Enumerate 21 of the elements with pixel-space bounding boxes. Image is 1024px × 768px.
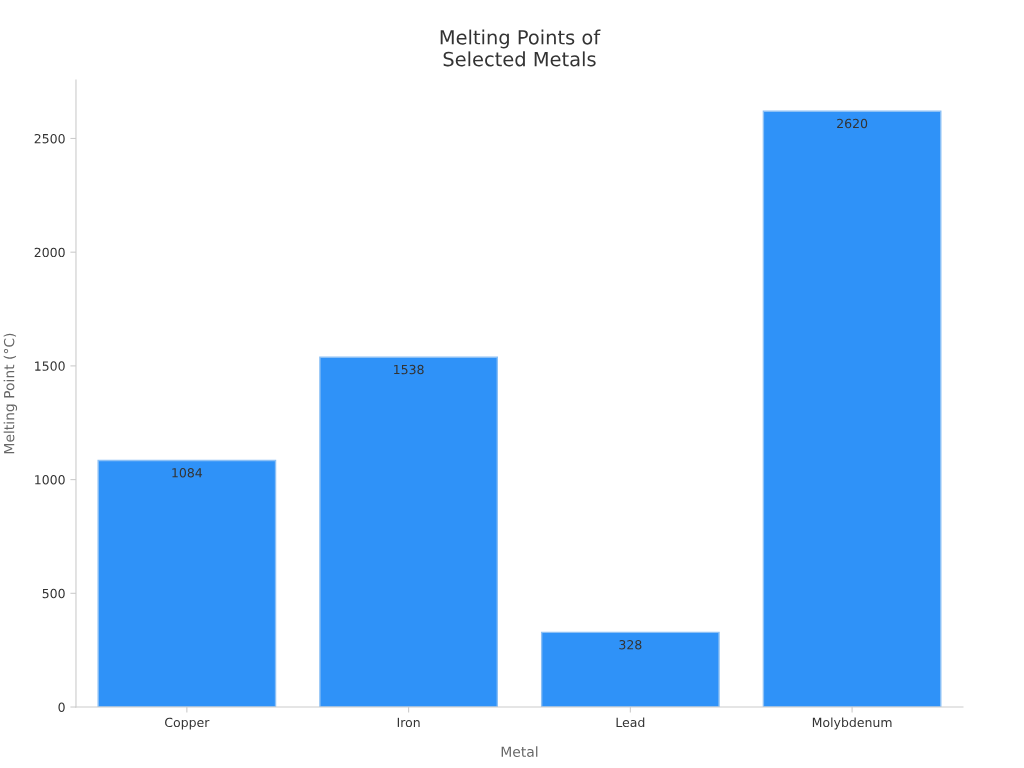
- y-tick-label: 500: [42, 588, 65, 599]
- x-axis-title: Metal: [501, 746, 538, 757]
- chart-title: Melting Points of Selected Metals: [440, 29, 601, 67]
- bar: [762, 110, 942, 708]
- y-tick-label: 1500: [35, 361, 65, 371]
- y-tick-label: 1000: [35, 475, 65, 485]
- x-tick-label: Molybdenum: [812, 717, 892, 730]
- y-tick-label: 0: [58, 702, 65, 712]
- bar: [540, 631, 720, 708]
- x-tick-label: Iron: [397, 717, 420, 728]
- bar: [319, 356, 498, 708]
- data-label: 328: [619, 639, 642, 650]
- x-tick-label: Copper: [165, 717, 210, 730]
- data-label: 1084: [172, 468, 203, 478]
- y-axis-title: Melting Point (°C): [3, 333, 18, 454]
- x-tick-label: Lead: [616, 717, 645, 728]
- bar: [97, 459, 277, 708]
- y-tick-label: 2000: [34, 247, 65, 258]
- y-tick-label: 2500: [34, 133, 65, 144]
- data-label: 1538: [394, 364, 424, 375]
- data-label: 2620: [837, 118, 868, 129]
